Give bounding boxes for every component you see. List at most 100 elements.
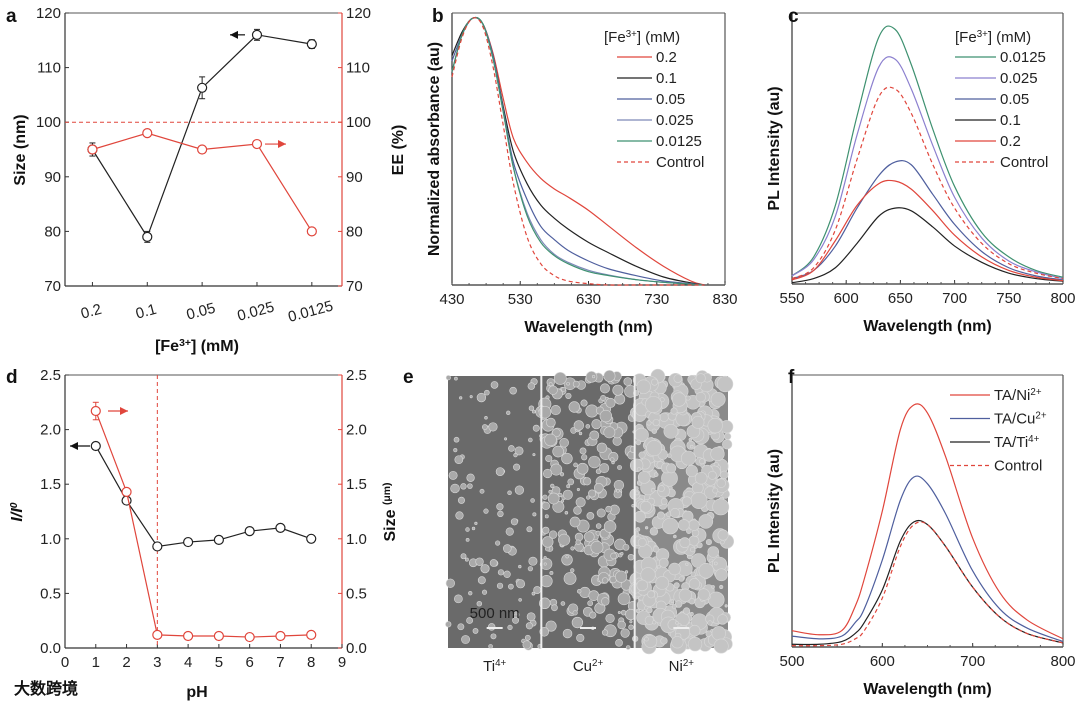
x-tick-label: 3 xyxy=(153,654,161,671)
particle xyxy=(695,373,706,384)
particle xyxy=(686,528,692,534)
particle xyxy=(454,376,458,381)
particle xyxy=(647,590,656,599)
y-axis-title-c: PL Intensity (au) xyxy=(766,86,783,210)
particle xyxy=(623,377,633,386)
legend-label-part: 2+ xyxy=(1035,410,1046,421)
particle xyxy=(545,454,553,463)
particle xyxy=(649,527,659,536)
particle xyxy=(561,387,566,392)
particle xyxy=(655,576,670,590)
particle xyxy=(496,582,504,589)
particle xyxy=(531,409,536,414)
particle xyxy=(694,471,708,485)
particle xyxy=(585,424,591,429)
particle xyxy=(571,616,584,629)
legend-title: [Fe3+] (mM) xyxy=(604,29,680,47)
particle xyxy=(561,554,573,566)
data-point-ee xyxy=(87,144,98,155)
y2-axis-title-a-part: EE (%) xyxy=(390,125,407,176)
particle xyxy=(495,467,505,476)
arrow-right-axis-head xyxy=(120,407,128,416)
particle xyxy=(507,624,513,631)
y-tick-label-left-part: 100 xyxy=(36,114,61,131)
particle xyxy=(514,446,524,456)
y-tick-label-right: 2.5 xyxy=(346,367,367,384)
particle xyxy=(688,624,701,637)
particle xyxy=(610,552,617,560)
particle xyxy=(681,496,692,507)
spectrum-0-025 xyxy=(791,56,1064,280)
legend-c: [Fe3+] (mM) 0.0125 0.025 0.05 0.1 0.2 Control xyxy=(955,29,1048,171)
particle xyxy=(575,539,581,545)
particle xyxy=(542,526,550,535)
particle xyxy=(716,478,726,488)
x-tick-label-part: 1 xyxy=(92,654,100,671)
x-tick-label: 730 xyxy=(644,291,669,308)
particle xyxy=(573,420,584,431)
data-point-intensity-ratio xyxy=(183,536,194,548)
x-tick-label: 600 xyxy=(870,653,895,670)
y-tick-label-right-part: 2.0 xyxy=(346,422,367,439)
legend-label: 0.2 xyxy=(1000,133,1021,150)
particle xyxy=(615,570,628,583)
particle xyxy=(670,599,675,603)
x-tick-label-part: 7 xyxy=(276,654,284,671)
x-tick-label: 750 xyxy=(996,290,1021,307)
spectrum-control xyxy=(791,86,1064,280)
particle xyxy=(603,520,617,533)
particle xyxy=(616,489,620,493)
legend-label: 0.05 xyxy=(1000,91,1029,108)
particle xyxy=(559,472,565,477)
x-tick-label: 830 xyxy=(712,291,737,308)
y-tick-label-left-part: 120 xyxy=(36,5,61,22)
legend-label-part: TA/Cu xyxy=(994,411,1035,428)
particle xyxy=(605,505,612,513)
particle xyxy=(600,394,607,401)
particle xyxy=(708,591,725,609)
particle xyxy=(662,517,679,535)
legend-f: TA/Ni2+TA/Cu2+TA/Ti4+Control xyxy=(950,387,1047,475)
particle xyxy=(588,455,601,469)
legend-title-part: 3+ xyxy=(977,29,988,40)
particle xyxy=(698,562,715,579)
y-tick-label-left: 120 xyxy=(36,5,61,22)
x-tick-label: 650 xyxy=(888,290,913,307)
legend-label-part: 0.1 xyxy=(656,70,677,87)
particle xyxy=(576,462,589,475)
arrow-left-axis-head xyxy=(230,30,238,39)
particle xyxy=(445,621,452,628)
sem-label-part: 2+ xyxy=(683,658,694,669)
x-tick-label: 2 xyxy=(122,654,130,671)
data-point-intensity-ratio xyxy=(213,534,224,545)
y-tick-label-right: 70 xyxy=(346,278,363,295)
legend-label: Control xyxy=(656,154,704,171)
x-tick-label: 7 xyxy=(276,654,284,671)
particle xyxy=(586,495,591,500)
legend-label-part: 0.1 xyxy=(1000,112,1021,129)
x-tick-label-part: 650 xyxy=(888,290,913,307)
sem-label: Ti4+ xyxy=(483,658,506,676)
x-axis-title-d-part: pH xyxy=(186,684,207,701)
y-tick-label-left-part: 80 xyxy=(44,223,61,240)
particle xyxy=(548,382,553,387)
particle xyxy=(605,397,616,408)
x-tick-label-part: 700 xyxy=(960,653,985,670)
y-tick-label-right-part: 1.0 xyxy=(346,531,367,548)
particle xyxy=(724,604,728,608)
y-tick-label-right: 0.5 xyxy=(346,585,367,602)
y-axis-title-a-part: Size (nm) xyxy=(12,114,29,185)
legend-label: Control xyxy=(1000,154,1048,171)
y-tick-label-right: 1.0 xyxy=(346,531,367,548)
particle xyxy=(526,612,536,622)
particle xyxy=(507,490,512,496)
y-tick-label-right: 80 xyxy=(346,223,363,240)
particle xyxy=(461,635,470,644)
particle xyxy=(650,487,656,493)
particle xyxy=(590,540,604,554)
particle xyxy=(710,391,726,407)
x-tick-label-part: 5 xyxy=(215,654,223,671)
particle xyxy=(691,553,706,569)
x-tick-label-part: 4 xyxy=(184,654,192,671)
particle xyxy=(673,582,680,589)
